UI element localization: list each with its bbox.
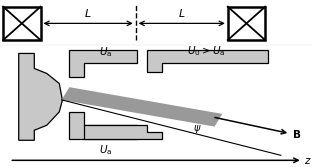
Text: $U_{\rm a}$: $U_{\rm a}$ — [100, 45, 113, 59]
Polygon shape — [62, 87, 222, 127]
Polygon shape — [84, 125, 162, 139]
Bar — [3, 7, 41, 40]
Text: $\psi$: $\psi$ — [193, 123, 202, 135]
Text: $L$: $L$ — [178, 7, 186, 19]
Polygon shape — [147, 50, 268, 72]
Text: $U_0{>}U_{\rm a}$: $U_0{>}U_{\rm a}$ — [187, 44, 226, 58]
Text: $U_{\rm a}$: $U_{\rm a}$ — [100, 144, 113, 157]
Text: $L$: $L$ — [84, 7, 92, 19]
Polygon shape — [19, 53, 62, 140]
Bar — [228, 7, 265, 40]
Polygon shape — [69, 50, 137, 77]
Polygon shape — [69, 112, 137, 139]
Text: $z$: $z$ — [304, 156, 312, 166]
Text: $\mathbf{B}$: $\mathbf{B}$ — [292, 128, 301, 140]
